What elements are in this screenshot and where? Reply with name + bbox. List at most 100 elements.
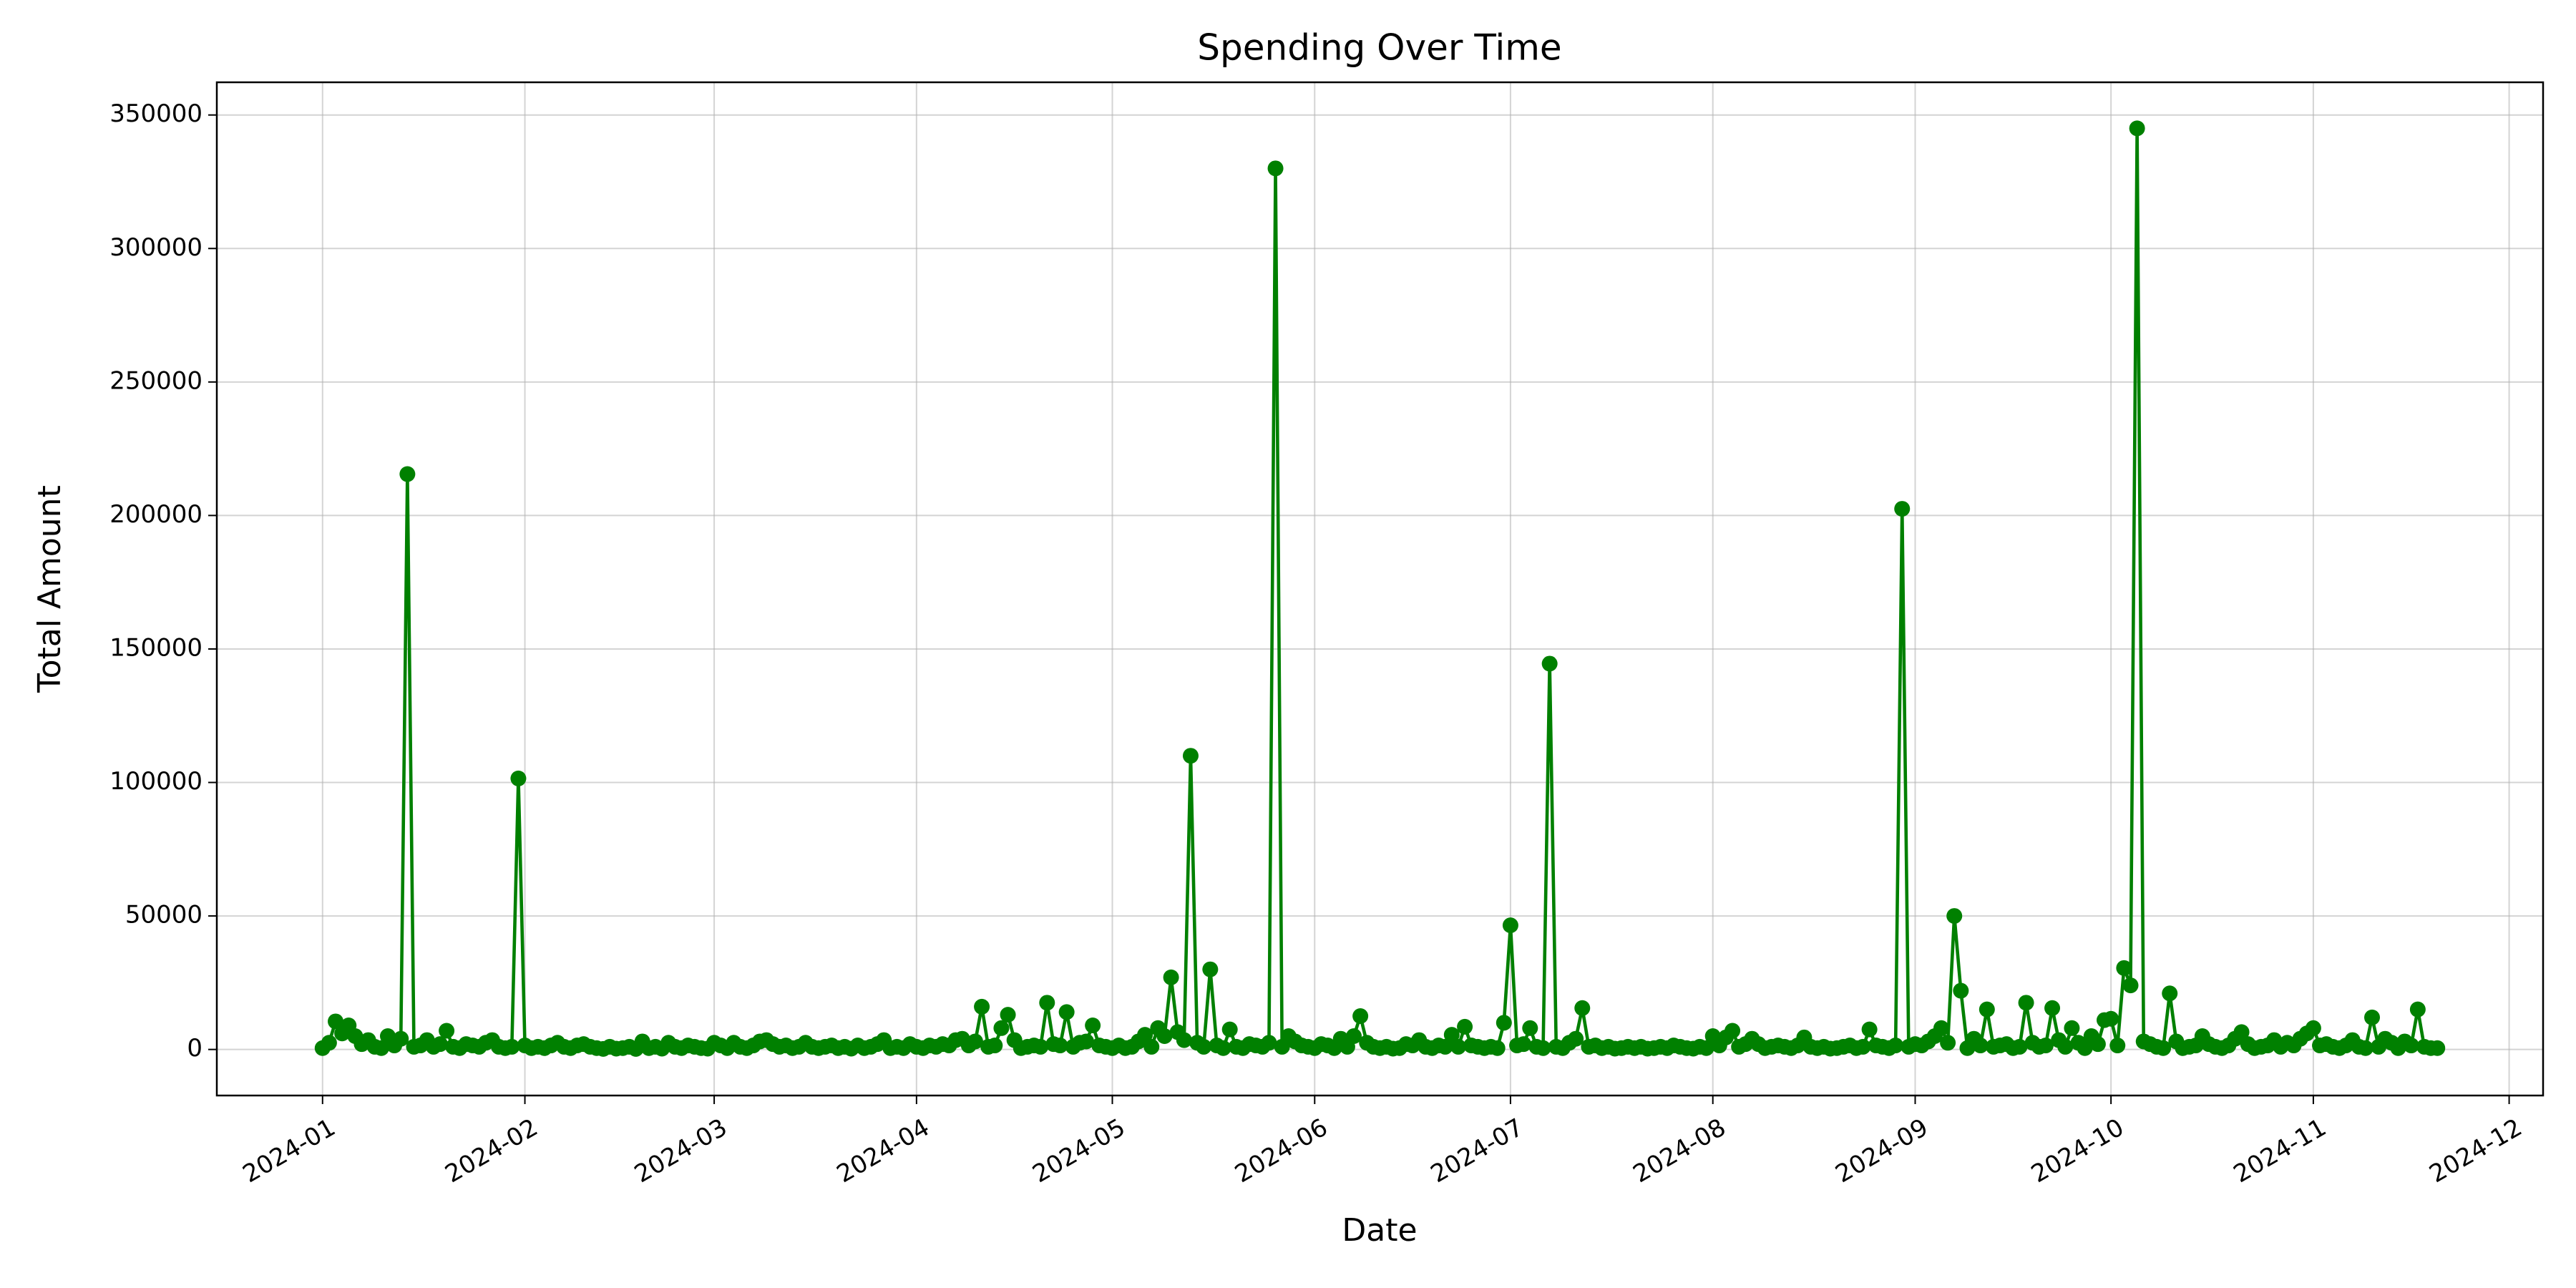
y-tick-label: 100000 [109,767,203,796]
data-point [1516,1036,1532,1053]
data-point [1698,1040,1714,1056]
data-point [1861,1021,1878,1038]
data-point [1535,1040,1551,1056]
y-axis-label: Total Amount [31,485,68,693]
data-point [393,1030,409,1047]
data-point [2403,1038,2419,1054]
data-point [1443,1027,1460,1043]
y-tick-label: 150000 [109,633,203,662]
data-point [1940,1035,1956,1051]
x-tick-label: 2024-05 [1028,1113,1130,1189]
data-point [1156,1028,1173,1044]
data-point [1085,1018,1101,1034]
data-point [1933,1020,1949,1036]
data-point [2103,1010,2119,1027]
y-tick-label: 250000 [109,366,203,395]
x-tick-label: 2024-04 [832,1113,935,1189]
x-tick-label: 2024-09 [1830,1113,1933,1189]
data-point [2037,1038,2054,1054]
data-line [321,127,2438,1051]
y-tick-label: 300000 [109,233,203,262]
data-point [2109,1038,2126,1054]
data-point [1450,1038,1466,1055]
data-point [1457,1018,1473,1035]
data-point [1039,995,1055,1011]
data-point [1215,1040,1231,1056]
chart-title: Spending Over Time [1197,27,1561,69]
data-point [2155,1040,2172,1056]
data-point [1221,1021,1238,1038]
data-point [1953,982,1969,999]
data-point [2064,1020,2080,1036]
data-point [2357,1040,2373,1056]
data-point [2116,960,2132,976]
data-point [967,1033,983,1050]
y-tick-label: 0 [187,1034,203,1063]
data-point [1261,1035,1277,1051]
data-point [993,1020,1010,1036]
data-point [439,1023,455,1039]
x-tick-label: 2024-03 [630,1113,732,1189]
data-point [1352,1008,1369,1024]
data-point [2162,985,2178,1002]
data-point [1182,748,1199,764]
data-point [1894,501,1911,517]
x-tick-label: 2024-12 [2424,1113,2527,1189]
data-point [2018,995,2034,1011]
data-point [2409,1001,2426,1018]
data-point [510,770,527,786]
x-axis-label: Date [1342,1212,1417,1249]
data-point [1568,1030,1584,1047]
data-point [1489,1040,1506,1056]
data-point [1496,1015,1512,1031]
y-tick-label: 350000 [109,99,203,128]
y-tick-label: 50000 [125,901,203,930]
x-tick-label: 2024-07 [1426,1113,1528,1189]
x-tick-label: 2024-10 [2026,1113,2129,1189]
data-point [1052,1038,1068,1054]
data-point [1522,1020,1538,1036]
data-point [1346,1028,1362,1044]
data-point [2011,1038,2028,1055]
data-point [1196,1038,1212,1055]
data-point [2429,1040,2446,1056]
data-point [2233,1024,2250,1040]
data-point [431,1036,448,1053]
data-point [1143,1038,1160,1055]
data-point [2057,1038,2074,1055]
data-point [1437,1038,1453,1055]
data-point [1541,655,1558,672]
data-point [1033,1038,1049,1055]
data-point [1163,969,1179,985]
data-point [2044,1000,2061,1016]
data-point [1972,1038,1989,1054]
data-point [2089,1036,2106,1053]
x-tick-label: 2024-02 [440,1113,542,1189]
data-point [987,1038,1003,1054]
data-point [2122,977,2139,994]
data-point [1137,1027,1153,1043]
data-point [328,1013,344,1030]
data-point [1855,1038,1871,1055]
x-tick-label: 2024-11 [2229,1113,2331,1189]
data-point [1979,1001,1995,1018]
data-point [1176,1032,1192,1048]
data-point [399,466,416,482]
data-point [2305,1020,2321,1036]
data-point [1724,1023,1741,1039]
data-point [1267,160,1284,177]
data-point [1502,917,1518,934]
data-point [2364,1009,2381,1025]
x-tick-label: 2024-08 [1629,1113,1731,1189]
data-point [504,1038,520,1055]
data-point [974,998,990,1015]
data-point [321,1035,337,1051]
plot-frame [215,81,2545,1097]
data-point [2077,1040,2093,1056]
data-point [1946,908,1963,924]
y-tick-label: 200000 [109,500,203,529]
data-point [373,1040,389,1056]
x-tick-label: 2024-06 [1230,1113,1332,1189]
